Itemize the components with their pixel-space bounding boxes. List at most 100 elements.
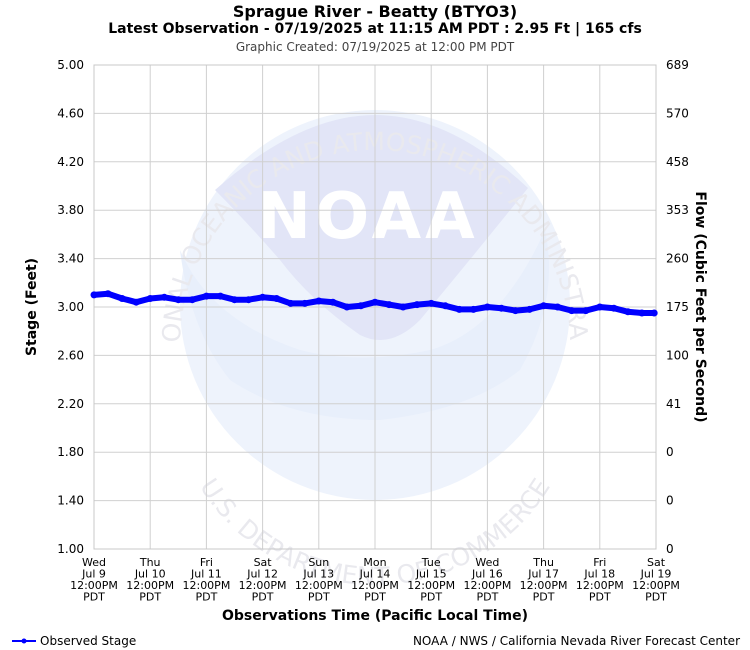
y-tick-label: 2.20 <box>57 397 84 411</box>
x-tick-time: 12:00PM <box>182 579 230 592</box>
y-tick-label: 4.60 <box>57 106 84 120</box>
observed-stage-point <box>624 308 632 316</box>
x-tick-tz: PDT <box>476 591 498 604</box>
x-tick-day: Sat <box>647 556 666 569</box>
y2-tick-label: 260 <box>666 252 689 266</box>
x-tick-time: 12:00PM <box>351 579 399 592</box>
watermark-logo-text: NOAA <box>257 180 478 254</box>
noaa-watermark: NOAA NATIONAL OCEANIC AND ATMOSPHERIC AD… <box>0 0 593 591</box>
y-tick-label: 2.60 <box>57 348 84 362</box>
y2-tick-label: 689 <box>666 58 689 72</box>
observed-stage-point <box>483 303 491 311</box>
y-tick-label: 1.40 <box>57 494 84 508</box>
observed-stage-point <box>455 305 463 313</box>
observed-stage-point <box>90 291 98 299</box>
x-tick-date: Jul 13 <box>302 568 334 581</box>
observed-stage-point <box>441 302 449 310</box>
y2-axis-ticks: 689 570 458 353 260 175 100 41 0 0 0 <box>666 58 689 556</box>
legend: Observed Stage <box>12 634 136 648</box>
y2-tick-label: 353 <box>666 203 689 217</box>
x-axis-label: Observations Time (Pacific Local Time) <box>222 608 528 624</box>
legend-label: Observed Stage <box>40 634 137 648</box>
x-tick-date: Jul 19 <box>640 568 672 581</box>
x-tick-day: Tue <box>421 556 441 569</box>
y2-tick-label: 0 <box>666 494 674 508</box>
legend-marker-icon <box>12 638 36 644</box>
observed-stage-point <box>259 293 267 301</box>
x-tick-time: 12:00PM <box>576 579 624 592</box>
x-tick-time: 12:00PM <box>239 579 287 592</box>
x-tick-date: Jul 16 <box>471 568 503 581</box>
y2-axis-label: Flow (Cubic Feet per Second) <box>692 191 708 422</box>
observed-stage-point <box>287 299 295 307</box>
plot-frame <box>93 64 657 550</box>
y-tick-label: 3.40 <box>57 252 84 266</box>
x-tick-tz: PDT <box>83 591 105 604</box>
observed-stage-point <box>202 292 210 300</box>
observed-stage-point <box>231 296 238 304</box>
x-tick-tz: PDT <box>533 591 555 604</box>
observed-stage-point <box>540 302 548 310</box>
x-tick-day: Wed <box>475 556 499 569</box>
y2-tick-label: 0 <box>666 542 674 556</box>
y-tick-label: 1.00 <box>57 542 84 556</box>
grid-lines <box>93 64 657 550</box>
x-tick-time: 12:00PM <box>407 579 455 592</box>
x-tick-date: Jul 14 <box>359 568 391 581</box>
observed-stage-point <box>216 292 224 300</box>
observed-stage-point <box>526 305 533 313</box>
observed-stage-point <box>371 298 379 306</box>
observed-stage-point <box>118 295 126 302</box>
y-tick-label: 1.80 <box>57 445 84 459</box>
observed-stage-point <box>554 303 562 311</box>
x-tick-day: Thu <box>532 556 554 569</box>
observed-stage-point <box>512 307 519 315</box>
y2-tick-label: 175 <box>666 300 689 314</box>
x-tick-date: Jul 17 <box>527 568 559 581</box>
x-tick-tz: PDT <box>195 591 217 604</box>
observed-stage-point <box>132 298 140 306</box>
x-tick-time: 12:00PM <box>632 579 680 592</box>
observed-stage-point <box>343 303 351 311</box>
x-tick-tz: PDT <box>139 591 161 604</box>
observed-stage-point <box>497 304 505 312</box>
x-tick-time: 12:00PM <box>295 579 343 592</box>
x-tick-date: Jul 15 <box>415 568 447 581</box>
observed-stage-point <box>329 298 337 306</box>
series-layer <box>90 290 658 317</box>
y-axis-ticks: 5.00 4.60 4.20 3.80 3.40 3.00 2.60 2.20 1.80 1.40… <box>57 58 84 556</box>
y-tick-label: 4.20 <box>57 155 84 169</box>
x-tick-day: Fri <box>593 556 606 569</box>
observed-stage-point <box>385 301 393 309</box>
x-tick-day: Thu <box>139 556 161 569</box>
x-tick-day: Sat <box>254 556 273 569</box>
x-tick-tz: PDT <box>364 591 386 604</box>
x-tick-day: Wed <box>82 556 106 569</box>
observed-stage-point <box>174 296 182 304</box>
observed-stage-point <box>315 297 323 305</box>
x-tick-day: Mon <box>363 556 386 569</box>
observed-stage-point <box>399 303 407 311</box>
latest-observation: Latest Observation - 07/19/2025 at 11:15… <box>108 21 642 37</box>
x-tick-tz: PDT <box>308 591 330 604</box>
observed-stage-point <box>469 305 477 313</box>
observed-stage-point <box>582 307 590 315</box>
x-tick-tz: PDT <box>589 591 611 604</box>
x-tick-date: Jul 9 <box>81 568 106 581</box>
observed-stage-point <box>610 304 618 312</box>
observed-stage-point <box>146 295 154 302</box>
y-tick-label: 3.80 <box>57 203 84 217</box>
x-tick-date: Jul 18 <box>583 568 615 581</box>
x-tick-time: 12:00PM <box>126 579 174 592</box>
y2-tick-label: 41 <box>666 397 681 411</box>
y2-tick-label: 570 <box>666 106 689 120</box>
observed-stage-point <box>357 302 365 310</box>
y-axis-label: Stage (Feet) <box>24 258 40 356</box>
hydrograph-chart: NOAA NATIONAL OCEANIC AND ATMOSPHERIC AD… <box>0 0 708 624</box>
observed-stage-point <box>245 296 253 304</box>
x-tick-tz: PDT <box>420 591 442 604</box>
x-tick-time: 12:00PM <box>70 579 118 592</box>
x-tick-date: Jul 11 <box>190 568 222 581</box>
